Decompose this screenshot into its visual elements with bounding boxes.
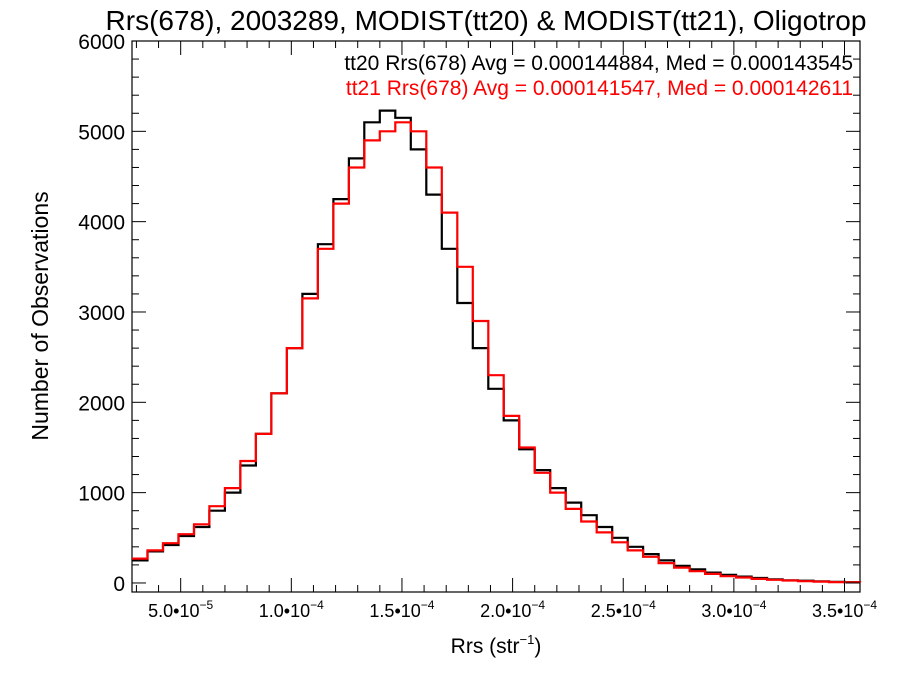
series-layer <box>132 109 862 584</box>
x-axis-label-close: ) <box>534 635 541 658</box>
x-tick-label: 2.0•10−4 <box>480 598 545 621</box>
y-tick-labels: 0 1000 2000 3000 4000 5000 6000 <box>78 31 125 596</box>
legend-annotation-tt21: tt21 Rrs(678) Avg = 0.000141547, Med = 0… <box>346 77 853 100</box>
series-line-tt21 <box>132 121 862 584</box>
y-tick-label: 6000 <box>78 31 125 54</box>
x-axis-label-main: Rrs (str <box>451 635 520 658</box>
x-tick-label: 3.0•10−4 <box>701 598 766 621</box>
plot-frame <box>131 40 861 593</box>
x-tick-label: 1.5•10−4 <box>369 598 434 621</box>
x-tick-label: 3.5•10−4 <box>812 598 877 621</box>
ticks-layer <box>132 40 860 592</box>
x-tick-label: 1.0•10−4 <box>259 598 324 621</box>
x-tick-label: 5.0•10−5 <box>148 598 213 621</box>
y-tick-label: 3000 <box>78 302 125 325</box>
y-tick-label: 0 <box>113 573 125 596</box>
x-axis-label: Rrs (str−1) <box>451 632 542 658</box>
chart-title: Rrs(678), 2003289, MODIST(tt20) & MODIST… <box>106 5 867 36</box>
legend-annotation-tt20: tt20 Rrs(678) Avg = 0.000144884, Med = 0… <box>344 52 853 75</box>
y-tick-label: 2000 <box>78 392 125 415</box>
y-axis-label: Number of Observations <box>27 191 53 440</box>
y-tick-label: 5000 <box>78 121 125 144</box>
y-tick-label: 4000 <box>78 212 125 235</box>
y-tick-label: 1000 <box>78 483 125 506</box>
x-tick-label: 2.5•10−4 <box>591 598 656 621</box>
x-axis-label-sup: −1 <box>520 632 535 647</box>
x-tick-labels: 5.0•10−5 1.0•10−4 1.5•10−4 2.0•10−4 2.5•10−4… <box>148 598 877 621</box>
